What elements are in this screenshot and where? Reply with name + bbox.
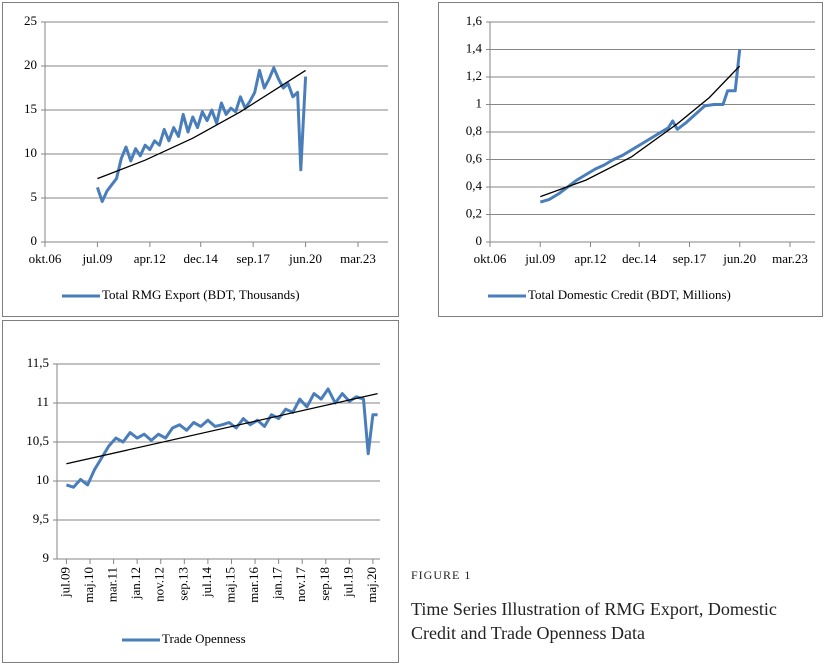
x-tick-label: dec.14 <box>184 251 219 266</box>
x-tick-label: jul.19 <box>340 567 355 598</box>
y-tick-label: 0,4 <box>466 178 483 193</box>
chart-frame <box>2 320 399 663</box>
x-tick-label: jun.20 <box>722 251 756 266</box>
x-tick-label: jun.20 <box>288 251 322 266</box>
x-tick-label: sep.17 <box>236 251 270 266</box>
series-line <box>539 49 742 204</box>
y-tick-label: 10 <box>24 145 37 160</box>
y-tick-label: 20 <box>24 57 37 72</box>
trend-line <box>66 392 378 465</box>
x-tick-label: sep.18 <box>317 567 332 601</box>
y-tick-label: 15 <box>24 101 37 116</box>
x-tick-label: apr.12 <box>574 251 606 266</box>
x-tick-label: jan.12 <box>128 567 143 600</box>
y-tick-label: 10 <box>36 472 49 487</box>
y-tick-label: 9 <box>43 550 50 565</box>
x-tick-label: mar.11 <box>105 567 120 602</box>
y-tick-label: 1,2 <box>466 68 482 83</box>
y-tick-label: 5 <box>31 189 38 204</box>
legend-label: Trade Openness <box>162 631 246 646</box>
x-tick-label: sep.17 <box>673 251 707 266</box>
x-tick-label: jul.09 <box>57 567 72 598</box>
x-tick-label: maj.20 <box>364 567 379 603</box>
x-tick-label: apr.12 <box>134 251 166 266</box>
y-tick-label: 0,6 <box>466 150 483 165</box>
y-tick-label: 1,4 <box>466 40 483 55</box>
y-tick-label: 9,5 <box>33 511 49 526</box>
chart-frame <box>2 2 399 317</box>
y-tick-label: 0 <box>476 233 483 248</box>
x-tick-label: jan.17 <box>270 567 285 601</box>
y-tick-label: 11 <box>36 394 49 409</box>
x-tick-label: okt.06 <box>474 251 507 266</box>
x-tick-label: maj.10 <box>81 567 96 603</box>
x-tick-label: jul.14 <box>199 567 214 598</box>
chart-frame <box>438 2 823 317</box>
x-tick-label: mar.23 <box>340 251 376 266</box>
y-tick-label: 10,5 <box>26 433 49 448</box>
y-tick-label: 1,6 <box>466 13 483 28</box>
series-line <box>95 66 308 203</box>
y-tick-label: 0,2 <box>466 205 482 220</box>
legend-label: Total RMG Export (BDT, Thousands) <box>102 287 300 302</box>
x-tick-label: nov.12 <box>152 567 167 602</box>
caption-text: Time Series Illustration of RMG Export, … <box>411 599 777 643</box>
x-tick-label: jul.09 <box>81 251 112 266</box>
x-tick-label: jul.09 <box>524 251 555 266</box>
caption: FIGURE 1 Time Series Illustration of RMG… <box>411 568 816 664</box>
y-tick-label: 1 <box>476 95 483 110</box>
x-tick-label: mar.16 <box>246 567 261 603</box>
y-tick-label: 11,5 <box>27 355 49 370</box>
x-tick-label: maj.15 <box>222 567 237 603</box>
series-line <box>65 387 378 489</box>
y-tick-label: 25 <box>24 13 37 28</box>
x-tick-label: dec.14 <box>622 251 657 266</box>
trend-line <box>97 69 306 180</box>
x-tick-label: okt.06 <box>29 251 62 266</box>
y-tick-label: 0,8 <box>466 123 482 138</box>
x-tick-label: sep.13 <box>175 567 190 601</box>
trend-line <box>540 65 741 198</box>
caption-label: FIGURE 1 <box>411 568 472 582</box>
x-tick-label: mar.23 <box>772 251 808 266</box>
y-tick-label: 0 <box>31 233 38 248</box>
x-tick-label: nov.17 <box>293 567 308 602</box>
legend-label: Total Domestic Credit (BDT, Millions) <box>528 287 731 302</box>
